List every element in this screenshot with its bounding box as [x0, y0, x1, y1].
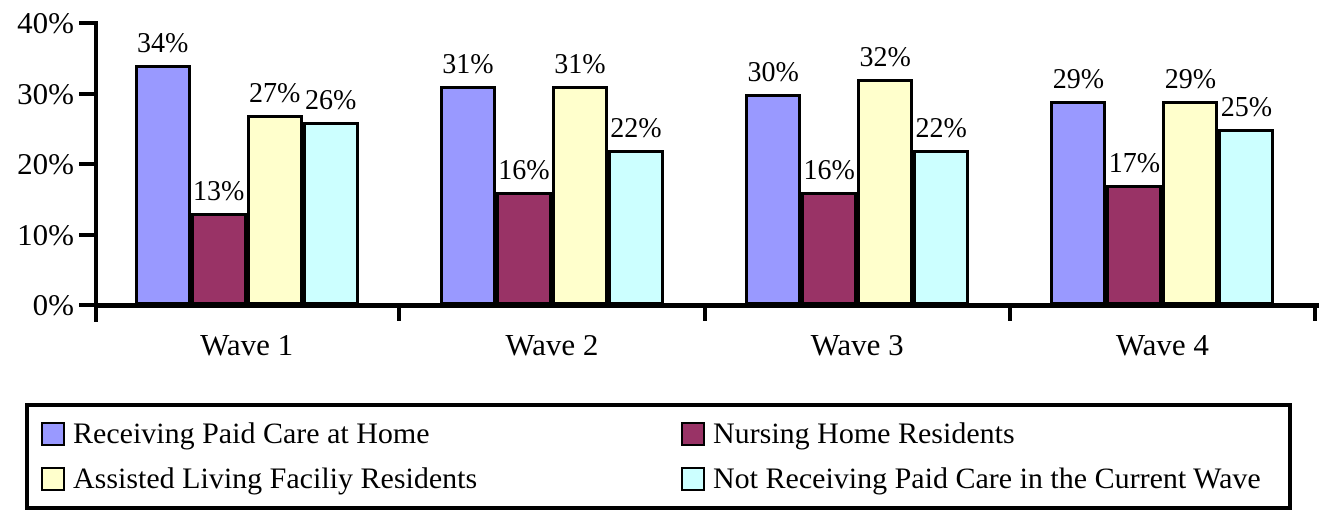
x-axis-tick: [1007, 308, 1012, 321]
bar: [913, 149, 970, 305]
y-axis-tick: [79, 232, 95, 237]
bar: [439, 86, 496, 305]
legend-swatch-icon: [681, 422, 705, 447]
bar-value-label: 26%: [304, 84, 357, 116]
y-axis-line: [94, 21, 98, 322]
bar-value-label: 25%: [1220, 91, 1273, 123]
x-axis-line: [94, 303, 1319, 308]
bar-value-label: 31%: [442, 49, 494, 81]
bar: [1218, 128, 1275, 305]
y-axis-tick-label: 20%: [17, 146, 74, 181]
x-axis-tick: [1313, 308, 1317, 321]
bar: [1106, 185, 1163, 305]
legend-item: Not Receiving Paid Care in the Current W…: [681, 462, 1284, 497]
legend-item: Receiving Paid Care at Home: [41, 417, 681, 452]
bar-value-label: 22%: [915, 112, 967, 144]
legend-label: Not Receiving Paid Care in the Current W…: [713, 461, 1261, 495]
legend-item: Nursing Home Residents: [681, 417, 1284, 452]
y-axis-tick: [79, 21, 95, 25]
bar: [551, 86, 608, 305]
bar-value-label: 29%: [1052, 63, 1105, 95]
bar: [801, 192, 858, 305]
bar-value-label: 22%: [610, 112, 662, 144]
legend-swatch-icon: [41, 466, 65, 491]
bar-value-label: 27%: [248, 77, 301, 109]
y-axis-tick: [79, 91, 95, 96]
bar: [190, 213, 247, 305]
plot-area: 0% 10% 20% 30% 40% 34% 13% 27% 26% Wave 1 31% 16% 31…: [17, 5, 1319, 362]
bar: [745, 93, 802, 305]
bar-value-label: 31%: [554, 49, 606, 81]
y-axis-tick: [79, 303, 95, 307]
y-axis-tick-label: 30%: [17, 75, 74, 111]
x-axis-tick: [397, 308, 402, 321]
category-label: Wave 3: [810, 327, 904, 362]
category-label: Wave 1: [200, 327, 294, 362]
legend-label: Nursing Home Residents: [713, 417, 1015, 450]
bar-value-label: 16%: [498, 155, 550, 187]
legend-label: Receiving Paid Care at Home: [73, 417, 430, 450]
bar-value-label: 17%: [1108, 148, 1161, 180]
y-axis-tick-label: 10%: [17, 216, 74, 252]
y-axis-tick: [79, 162, 95, 166]
legend-item: Assisted Living Faciliy Residents: [41, 462, 681, 497]
bar-value-label: 34%: [136, 28, 189, 60]
bar: [495, 192, 552, 305]
category-label: Wave 2: [505, 327, 599, 362]
bar: [134, 65, 191, 305]
bar-value-label: 16%: [803, 155, 855, 187]
legend-swatch-icon: [41, 422, 65, 447]
bar: [302, 121, 359, 305]
legend-swatch-icon: [681, 466, 705, 491]
y-axis-tick-label: 0%: [32, 287, 74, 322]
bar-value-label: 13%: [192, 176, 245, 208]
bar-value-label: 32%: [859, 42, 911, 74]
bar: [1162, 100, 1219, 305]
legend: Receiving Paid Care at Home Nursing Home …: [25, 403, 1292, 510]
bar-value-label: 29%: [1164, 63, 1217, 95]
bar: [1050, 100, 1107, 305]
x-axis-tick: [702, 308, 707, 321]
y-axis-tick-label: 40%: [17, 5, 74, 40]
legend-label: Assisted Living Faciliy Residents: [73, 461, 478, 495]
bar: [857, 79, 914, 305]
legend-grid: Receiving Paid Care at Home Nursing Home …: [29, 407, 1288, 506]
bar: [246, 114, 303, 305]
category-label: Wave 4: [1115, 327, 1209, 362]
bar: [607, 149, 664, 305]
bar-value-label: 30%: [747, 56, 799, 88]
